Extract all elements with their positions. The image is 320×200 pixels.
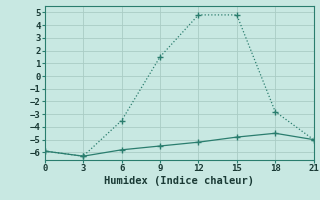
X-axis label: Humidex (Indice chaleur): Humidex (Indice chaleur) [104, 176, 254, 186]
